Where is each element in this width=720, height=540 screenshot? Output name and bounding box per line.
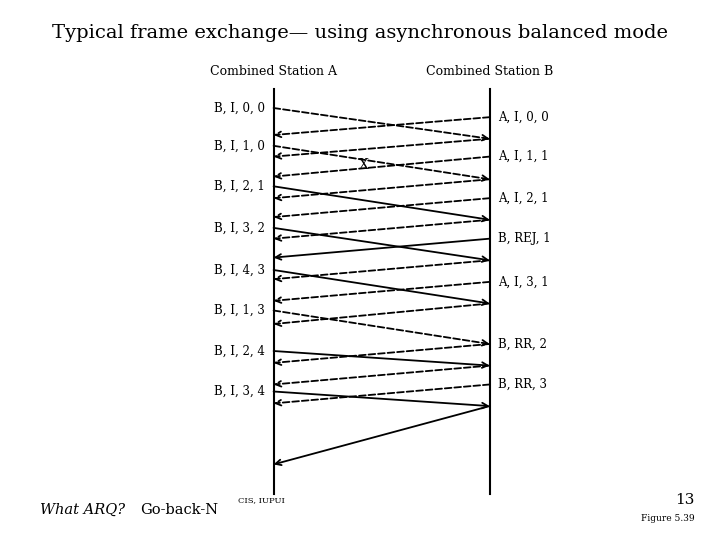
- Text: A, I, 2, 1: A, I, 2, 1: [498, 192, 549, 205]
- Text: 13: 13: [675, 492, 695, 507]
- Text: B, I, 3, 4: B, I, 3, 4: [214, 385, 265, 398]
- Text: Figure 5.39: Figure 5.39: [642, 514, 695, 523]
- Text: Combined Station A: Combined Station A: [210, 65, 337, 78]
- Text: B, I, 2, 1: B, I, 2, 1: [215, 180, 265, 193]
- Text: A, I, 3, 1: A, I, 3, 1: [498, 275, 549, 288]
- Text: Combined Station B: Combined Station B: [426, 65, 553, 78]
- Text: B, I, 1, 3: B, I, 1, 3: [214, 304, 265, 317]
- Text: B, I, 0, 0: B, I, 0, 0: [214, 102, 265, 114]
- Text: Typical frame exchange— using asynchronous balanced mode: Typical frame exchange— using asynchrono…: [52, 24, 668, 42]
- Text: A, I, 0, 0: A, I, 0, 0: [498, 111, 549, 124]
- Text: What ARQ?: What ARQ?: [40, 503, 125, 517]
- Text: B, RR, 3: B, RR, 3: [498, 378, 547, 391]
- Text: X: X: [359, 158, 369, 172]
- Text: A, I, 1, 1: A, I, 1, 1: [498, 150, 549, 163]
- Text: Go-back-N: Go-back-N: [140, 503, 219, 517]
- Text: B, RR, 2: B, RR, 2: [498, 338, 547, 350]
- Text: B, I, 3, 2: B, I, 3, 2: [214, 221, 265, 234]
- Text: B, I, 4, 3: B, I, 4, 3: [214, 264, 265, 276]
- Text: B, I, 1, 0: B, I, 1, 0: [214, 139, 265, 152]
- Text: B, I, 2, 4: B, I, 2, 4: [214, 345, 265, 357]
- Text: B, REJ, 1: B, REJ, 1: [498, 232, 551, 245]
- Text: CIS, IUPUI: CIS, IUPUI: [238, 497, 284, 504]
